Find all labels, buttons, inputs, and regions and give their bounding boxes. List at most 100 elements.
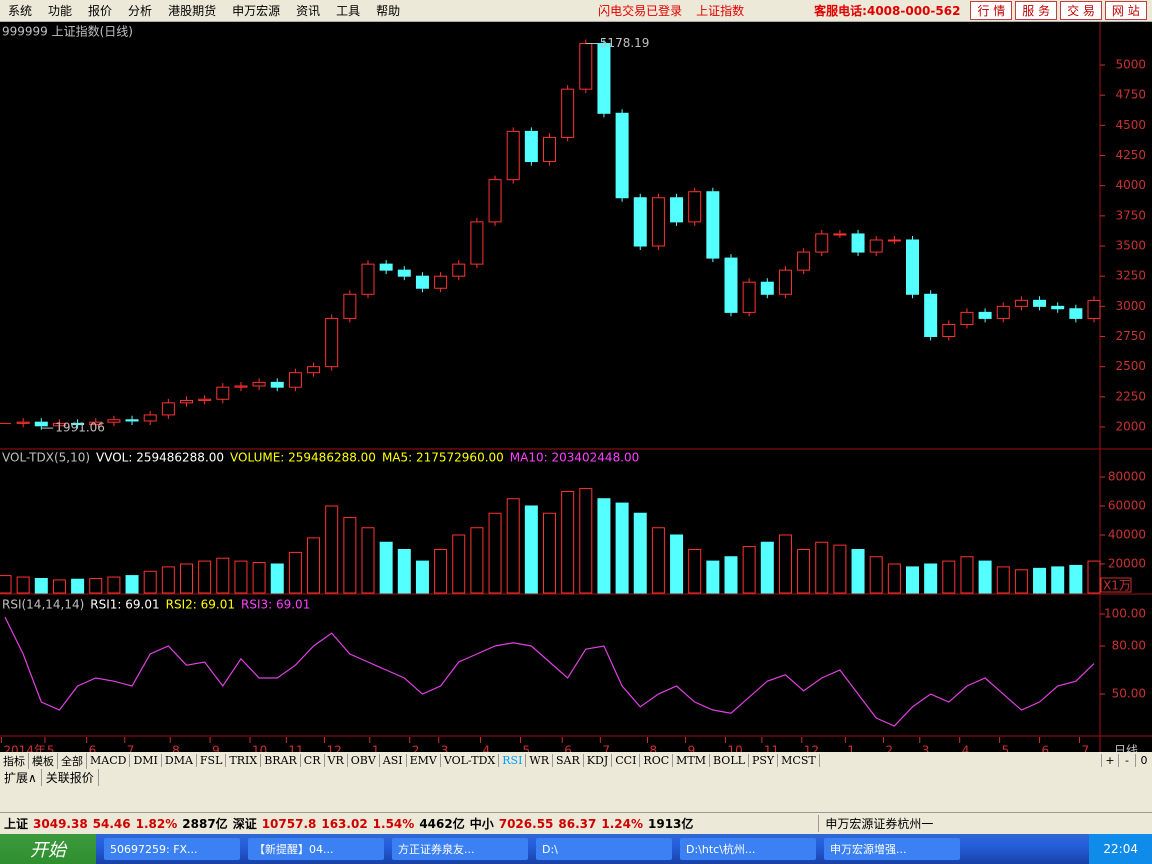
candle (1014, 299, 1028, 307)
menu-item[interactable]: 帮助 (376, 4, 401, 18)
tab-control[interactable]: + (1101, 754, 1118, 767)
panel-header: RSI3: 69.01 (241, 598, 310, 612)
y-tick-label: 3750 (1115, 208, 1146, 222)
volume-bar (633, 512, 647, 594)
candle (506, 130, 520, 181)
volume-bar (470, 527, 484, 594)
volume-bar (579, 488, 593, 594)
candle (52, 422, 66, 427)
volume-bar (996, 566, 1010, 594)
task-window[interactable]: D:\ (536, 838, 672, 860)
menu-status-text: 上证指数 (696, 4, 745, 18)
volume-bar (561, 490, 575, 594)
candle (561, 88, 575, 138)
indicator-tab[interactable]: BOLL (710, 754, 749, 767)
y-tick-label: 3500 (1115, 239, 1146, 253)
x-tick-label: 11 (764, 744, 779, 753)
x-tick-label: 4 (962, 744, 970, 753)
task-window[interactable]: 申万宏源增强... (824, 838, 960, 860)
tab-control[interactable]: 0 (1135, 754, 1152, 767)
candle (851, 233, 865, 253)
menu-item[interactable]: 分析 (128, 4, 153, 18)
indicator-tab[interactable]: PSY (749, 754, 779, 767)
indicator-tab[interactable]: CCI (612, 754, 641, 767)
x-tick-label: 10 (252, 744, 267, 753)
volume-bar (180, 563, 193, 594)
volume-bar (869, 556, 883, 594)
quote-text: 3049.38 (33, 816, 88, 831)
volume-bar (161, 566, 175, 594)
indicator-tab[interactable]: VR (325, 754, 348, 767)
x-tick-label: 2 (412, 744, 420, 753)
chart: 2000225025002750300032503500375040004250… (0, 22, 1152, 752)
task-window[interactable]: D:\htc\杭州... (680, 838, 816, 860)
indicator-tab[interactable]: 模板 (29, 752, 58, 769)
indicator-tab[interactable]: 全部 (58, 752, 87, 769)
task-window[interactable]: 方正证券泉友... (392, 838, 528, 860)
indicator-tab[interactable]: SAR (553, 754, 584, 767)
start-button[interactable]: 开始 (0, 834, 96, 864)
volume-bar (34, 577, 48, 594)
menu-button[interactable]: 网 站 (1104, 1, 1147, 20)
indicator-tab[interactable]: RSI (499, 754, 527, 767)
unit-label: X1万 (1103, 579, 1131, 593)
indicator-tab[interactable]: ROC (640, 754, 674, 767)
volume-bar (52, 579, 66, 594)
indicator-tab[interactable]: MACD (87, 754, 131, 767)
indicator-tab[interactable]: ASI (380, 754, 407, 767)
panel-header: RSI(14,14,14) (2, 598, 84, 612)
indicator-tab[interactable]: MCST (778, 754, 820, 767)
indicator-tab[interactable]: TRIX (226, 754, 262, 767)
indicator-tab[interactable]: BRAR (261, 754, 301, 767)
panel-header: MA5: 217572960.00 (382, 451, 504, 465)
x-tick-label: 2014年 (3, 744, 46, 753)
tab-control[interactable]: - (1118, 754, 1135, 767)
menu-item[interactable]: 功能 (48, 4, 73, 18)
x-tick-label: 12 (326, 744, 341, 753)
x-tick-label: 1 (372, 744, 380, 753)
indicator-tab[interactable]: DMA (162, 754, 197, 767)
rsi-line (4, 616, 1095, 727)
menu-item[interactable]: 申万宏源 (232, 4, 281, 18)
candle (924, 293, 938, 338)
indicator-tab[interactable]: EMV (407, 754, 441, 767)
candle (107, 419, 121, 423)
candle (379, 263, 393, 271)
x-tick-label: 6 (564, 744, 572, 753)
menu-button[interactable]: 服 务 (1015, 1, 1058, 20)
sub-tab[interactable]: 扩展∧ (0, 769, 42, 786)
indicator-tab[interactable]: 指标 (0, 752, 29, 769)
menu-item[interactable]: 系统 (8, 4, 33, 18)
indicator-tab[interactable]: WR (526, 754, 554, 767)
indicator-tab[interactable]: DMI (130, 754, 162, 767)
clock: 22:04 (1089, 834, 1152, 864)
indicator-tab[interactable]: OBV (348, 754, 380, 767)
candle (906, 239, 919, 295)
volume-bar (906, 566, 919, 594)
x-tick-label: 7 (127, 744, 135, 753)
candle (198, 398, 212, 401)
quote-text: 上证 (4, 817, 29, 831)
volume-bar (1033, 567, 1047, 594)
task-window[interactable]: 【新提醒】04... (248, 838, 384, 860)
indicator-tab[interactable]: CR (301, 754, 325, 767)
menu-item[interactable]: 资讯 (296, 4, 321, 18)
indicator-tab[interactable]: KDJ (584, 754, 613, 767)
task-window[interactable]: 50697259: FX... (104, 838, 240, 860)
menu-item[interactable]: 工具 (336, 4, 361, 18)
indicator-tab[interactable]: MTM (673, 754, 711, 767)
y-tick-label: 4250 (1115, 148, 1146, 162)
menu-button[interactable]: 交 易 (1060, 1, 1102, 20)
indicator-tab[interactable]: FSL (197, 754, 227, 767)
y-tick-label: 3000 (1115, 299, 1146, 313)
volume-bar (506, 498, 520, 594)
x-tick-label: 9 (212, 744, 220, 753)
menu-item[interactable]: 报价 (88, 4, 113, 18)
candle (724, 257, 738, 313)
menu-button[interactable]: 行 情 (970, 1, 1013, 20)
volume-bar (742, 546, 756, 594)
volume-bar (397, 548, 411, 594)
menu-item[interactable]: 港股期货 (168, 4, 217, 18)
indicator-tab[interactable]: VOL-TDX (441, 754, 500, 767)
sub-tab[interactable]: 关联报价 (42, 769, 99, 786)
